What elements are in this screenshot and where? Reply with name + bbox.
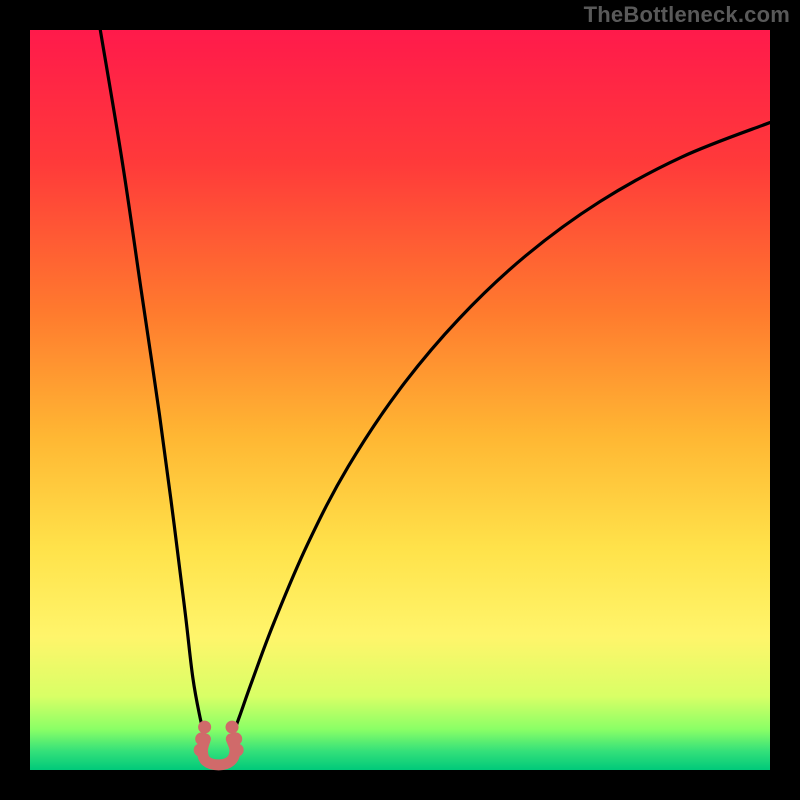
trough-dot (226, 721, 239, 734)
trough-dot (195, 732, 208, 745)
gradient-plot-area (30, 30, 770, 770)
trough-dot (231, 744, 244, 757)
trough-dot (194, 744, 207, 757)
chart-stage: TheBottleneck.com (0, 0, 800, 800)
trough-dot (198, 721, 211, 734)
trough-dot (229, 732, 242, 745)
bottleneck-chart-svg (0, 0, 800, 800)
